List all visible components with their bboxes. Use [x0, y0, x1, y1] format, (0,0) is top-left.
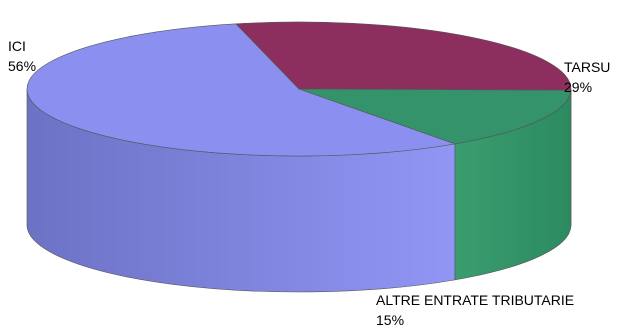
slice-label-altre-entrate-tributarie: ALTRE ENTRATE TRIBUTARIE: [376, 292, 574, 308]
slice-value-altre-entrate-tributarie: 15%: [376, 312, 404, 328]
slice-label-ici: ICI: [8, 38, 26, 54]
slice-value-ici: 56%: [8, 58, 36, 74]
pie-slice-tarsu: [235, 21, 572, 91]
slice-value-tarsu: 29%: [564, 79, 592, 95]
pie-slice-altre-entrate-tributarie: [298, 88, 572, 145]
pie-slice-ici: [26, 23, 457, 157]
slice-label-tarsu: TARSU: [564, 59, 610, 75]
